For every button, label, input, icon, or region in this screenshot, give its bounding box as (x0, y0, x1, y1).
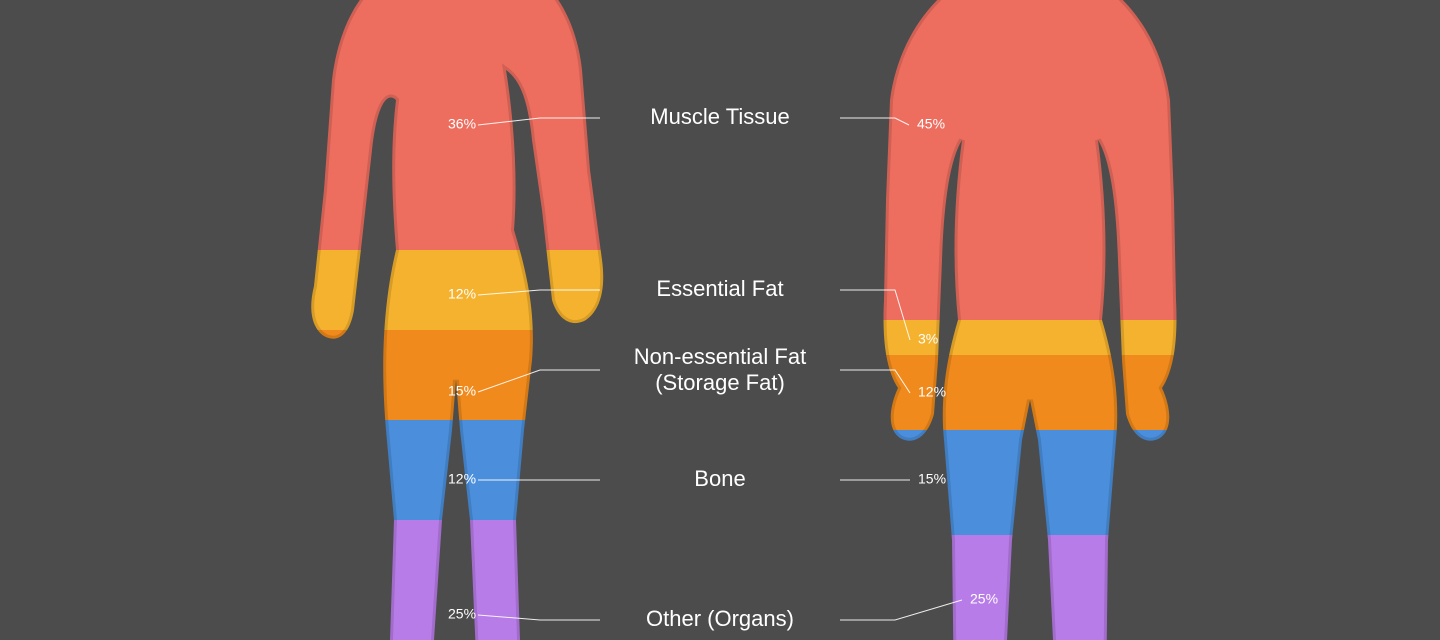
leader-male-other (840, 600, 962, 620)
label-bone: Bone (694, 466, 745, 491)
female-figure (270, 0, 640, 640)
female-pct-nonessential: 15% (448, 383, 476, 399)
male-pct-other: 25% (970, 591, 998, 607)
male-pct-bone: 15% (918, 471, 946, 487)
female-pct-muscle: 36% (448, 116, 476, 132)
label-muscle: Muscle Tissue (650, 104, 789, 129)
label-essential: Essential Fat (656, 276, 783, 301)
female-band-other (270, 520, 640, 640)
female-pct-bone: 12% (448, 471, 476, 487)
female-pct-other: 25% (448, 606, 476, 622)
label-nonessential: Non-essential Fat(Storage Fat) (634, 344, 806, 395)
male-figure (830, 0, 1210, 640)
label-other: Other (Organs) (646, 606, 794, 631)
male-pct-nonessential: 12% (918, 384, 946, 400)
body-composition-infographic: Muscle Tissue 36% 45% Essential Fat 12% 3% Non… (0, 0, 1440, 640)
female-pct-essential: 12% (448, 286, 476, 302)
male-band-other (830, 535, 1210, 640)
male-pct-essential: 3% (918, 331, 938, 347)
female-band-nonessential (270, 330, 640, 420)
male-band-nonessential (830, 355, 1210, 430)
male-pct-muscle: 45% (917, 116, 945, 132)
